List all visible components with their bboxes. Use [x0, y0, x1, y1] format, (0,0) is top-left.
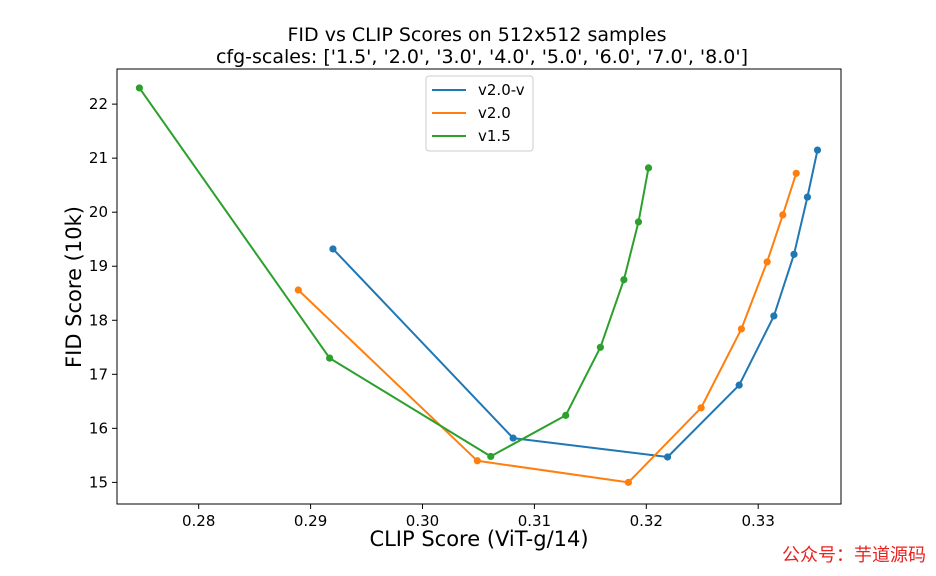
- x-tick-label: 0.29: [294, 512, 327, 530]
- x-tick-label: 0.33: [741, 512, 774, 530]
- data-point-v1-5: [562, 411, 570, 419]
- legend-label-v1-5: v1.5: [478, 127, 511, 145]
- y-tick-label: 22: [89, 95, 108, 113]
- data-point-v2-0-v: [735, 381, 743, 389]
- chart-title: FID vs CLIP Scores on 512x512 samples: [288, 24, 667, 46]
- data-point-v1-5: [487, 452, 495, 461]
- data-point-v2-0-v: [329, 245, 337, 253]
- series-line-v2-0-v: [332, 149, 819, 458]
- data-point-v2-0: [473, 457, 481, 465]
- data-point-v2-0: [763, 258, 771, 266]
- data-point-v1-5: [326, 354, 334, 362]
- y-tick-label: 18: [89, 311, 108, 329]
- x-axis-label: CLIP Score (ViT-g/14): [369, 527, 588, 551]
- series-layer: [135, 84, 822, 486]
- watermark-text: 公众号：芋道源码: [782, 545, 926, 566]
- y-tick-label: 19: [89, 257, 108, 275]
- x-tick-label: 0.31: [518, 512, 551, 530]
- data-point-v2-0-v: [770, 312, 778, 320]
- y-tick-label: 21: [89, 149, 108, 167]
- x-tick-label: 0.28: [182, 512, 215, 530]
- data-point-v2-0-v: [813, 146, 822, 154]
- data-point-v2-0-v: [790, 250, 798, 258]
- y-axis-label: FID Score (10k): [62, 206, 86, 368]
- legend-box: [425, 75, 534, 152]
- y-tick-label: 15: [89, 473, 108, 491]
- series-line-v1-5: [138, 87, 650, 458]
- y-tick-label: 16: [89, 419, 108, 437]
- data-point-v2-0: [697, 404, 705, 412]
- data-point-v1-5: [634, 218, 643, 226]
- data-point-v1-5: [620, 276, 628, 284]
- data-point-v2-0: [294, 286, 302, 294]
- x-tick-label: 0.32: [630, 512, 663, 530]
- plot-area: [116, 68, 842, 505]
- data-point-v2-0: [624, 478, 632, 486]
- y-tick-label: 17: [89, 365, 108, 383]
- legend-label-v2-0: v2.0: [478, 104, 511, 122]
- data-point-v2-0-v: [509, 434, 517, 442]
- chart-subtitle: cfg-scales: ['1.5', '2.0', '3.0', '4.0',…: [216, 46, 748, 68]
- data-point-v1-5: [135, 84, 143, 92]
- data-point-v2-0: [779, 211, 787, 219]
- data-point-v2-0-v: [663, 453, 672, 461]
- data-point-v2-0: [737, 325, 746, 333]
- data-point-v2-0: [792, 169, 800, 177]
- data-point-v1-5: [596, 343, 605, 351]
- legend: v2.0-v v2.0 v1.5: [425, 75, 534, 152]
- series-line-v2-0: [297, 172, 798, 484]
- y-tick-label: 20: [89, 203, 108, 221]
- data-point-v1-5: [644, 164, 653, 172]
- x-tick-label: 0.30: [406, 512, 439, 530]
- legend-label-v2-0-v: v2.0-v: [478, 81, 525, 99]
- data-point-v2-0-v: [803, 193, 812, 201]
- axis-ticks: 0.28 0.29 0.30 0.31 0.32 0.33 15 16 17 18 19 20 21 22: [89, 95, 775, 530]
